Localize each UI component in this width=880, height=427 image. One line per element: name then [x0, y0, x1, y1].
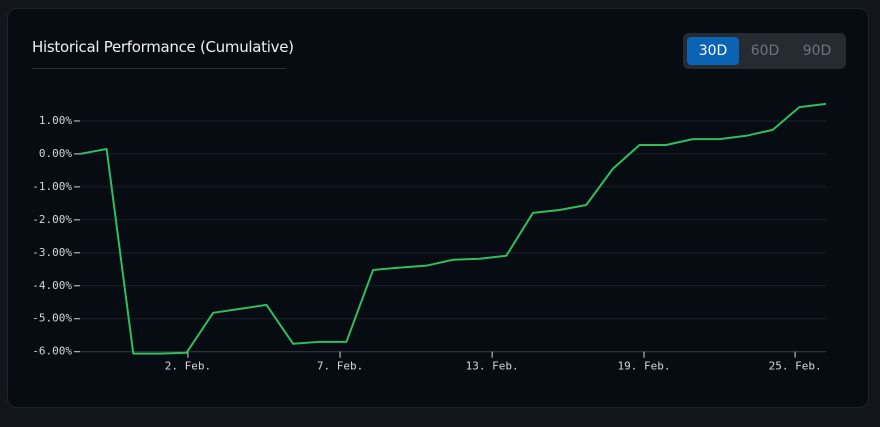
x-tick-label: 2. Feb. [165, 360, 211, 373]
y-tick-label: -4.00% [32, 279, 72, 292]
range-button[interactable]: 30D [687, 37, 739, 65]
x-tick-label: 25. Feb. [769, 360, 822, 373]
range-selector: 30D 60D 90D [683, 33, 846, 69]
y-tick-label: -5.00% [32, 312, 72, 325]
line [79, 102, 827, 355]
range-button[interactable]: 60D [750, 43, 780, 59]
y-tick-label: 1.00% [39, 114, 72, 127]
y-tick-label: -2.00% [32, 213, 72, 226]
range-button[interactable]: 90D [802, 43, 832, 59]
y-tick-label: -1.00% [32, 180, 72, 193]
card-title: Historical Performance (Cumulative) [32, 38, 294, 69]
y-tick-label: 0.00% [39, 147, 72, 160]
y-tick-label: -3.00% [32, 246, 72, 259]
y-tick-label: -6.00% [32, 345, 72, 358]
x-tick-label: 13. Feb. [466, 360, 519, 373]
x-tick-label: 7. Feb. [317, 360, 363, 373]
card: Historical Performance (Cumulative) 30D 6… [7, 8, 869, 408]
x-tick-label: 19. Feb. [618, 360, 671, 373]
